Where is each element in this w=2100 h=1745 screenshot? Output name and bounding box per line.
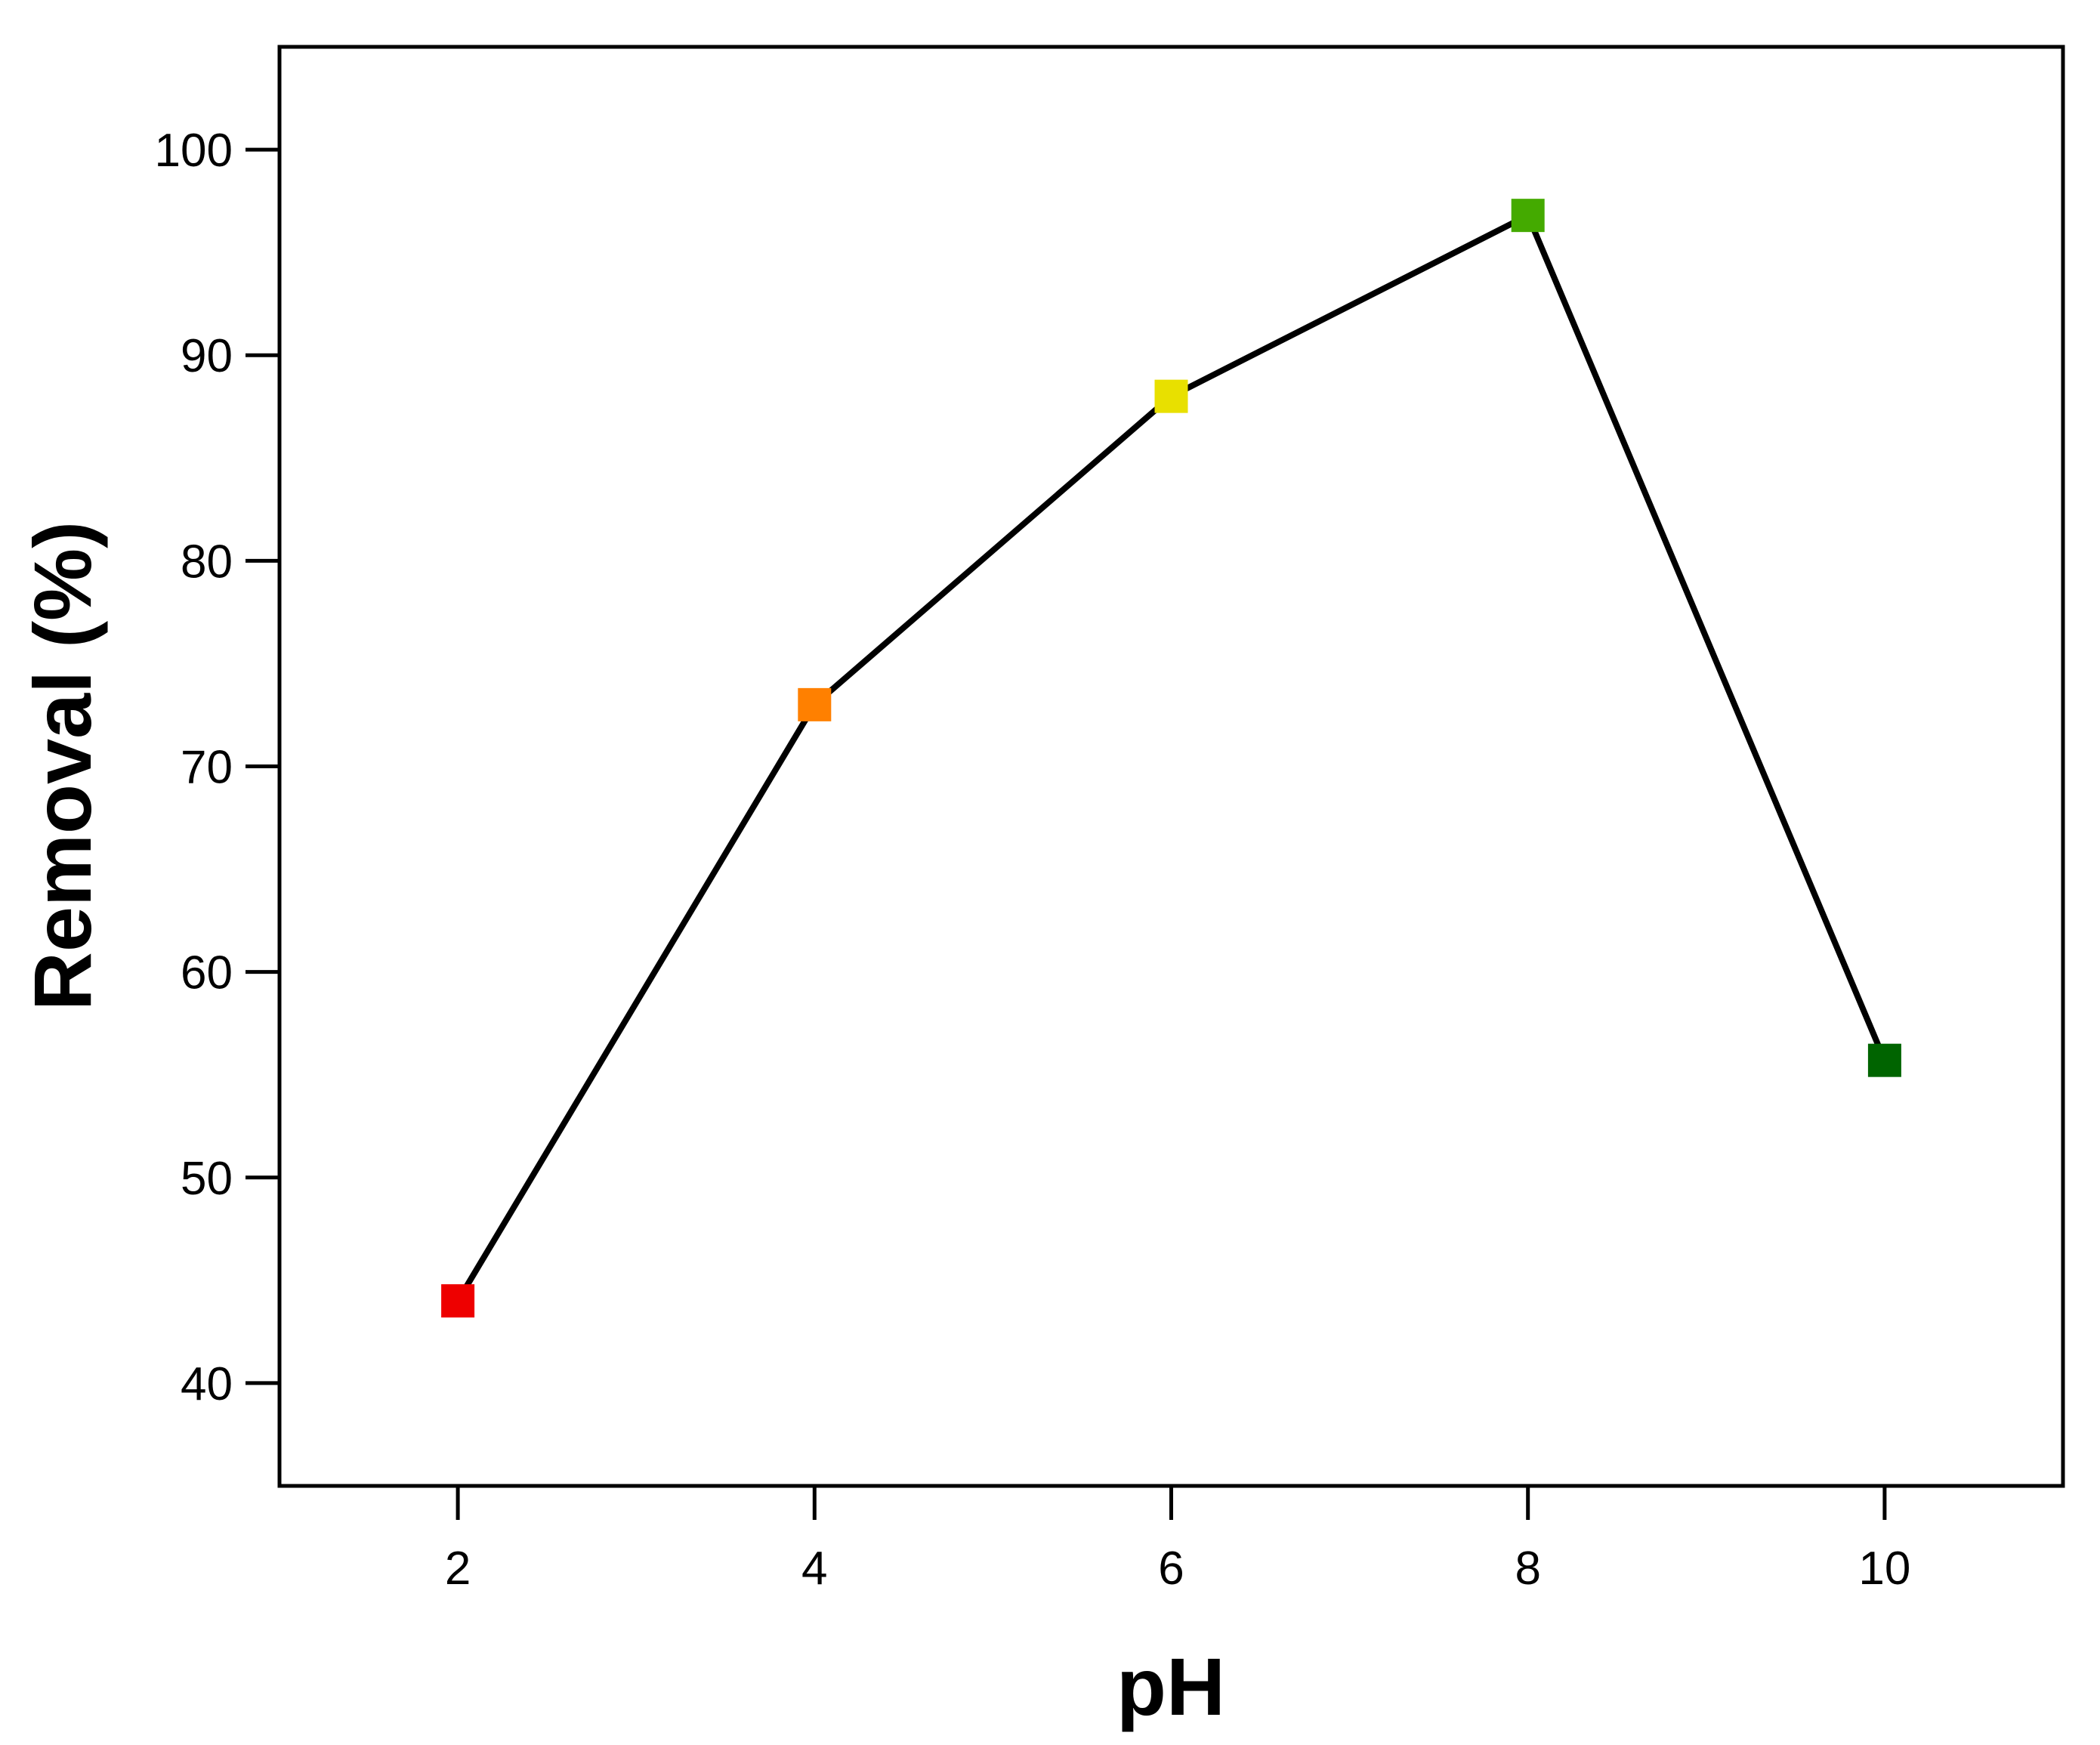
x-tick-label: 2 (445, 1543, 471, 1595)
y-tick-label: 60 (181, 947, 233, 999)
y-tick-label: 40 (181, 1358, 233, 1410)
data-point-marker (1154, 379, 1188, 413)
plot-frame (277, 45, 2065, 1488)
y-tick-label: 100 (155, 125, 233, 177)
y-tick-label: 70 (181, 742, 233, 794)
series-line (455, 211, 1888, 1303)
data-point-marker (798, 687, 832, 721)
x-tick-label: 4 (801, 1543, 827, 1595)
x-tick-label: 10 (1858, 1543, 1910, 1595)
x-tick-label: 8 (1515, 1543, 1540, 1595)
data-markers (441, 199, 1901, 1318)
x-axis: 2 4 6 8 10 (445, 1486, 1910, 1595)
y-axis: 40 50 60 70 80 90 100 (155, 125, 279, 1410)
data-point-marker (1511, 199, 1545, 233)
y-tick-label: 80 (181, 536, 233, 588)
data-point-marker (441, 1284, 475, 1318)
y-tick-label: 50 (181, 1153, 233, 1205)
y-axis-title: Removal (%) (17, 521, 108, 1011)
x-tick-label: 6 (1158, 1543, 1184, 1595)
data-point-marker (1867, 1043, 1901, 1077)
x-axis-title: pH (1116, 1641, 1225, 1732)
y-tick-label: 90 (181, 330, 233, 382)
